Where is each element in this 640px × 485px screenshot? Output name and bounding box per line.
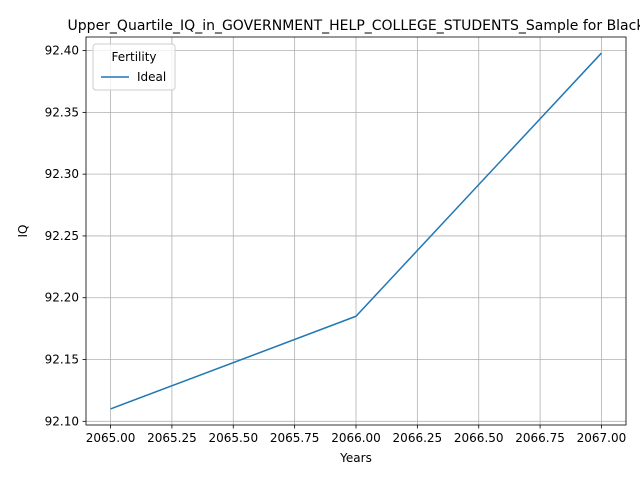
y-tick-label: 92.25 [45, 229, 79, 243]
x-tick-label: 2066.50 [454, 431, 504, 445]
x-tick-label: 2065.50 [208, 431, 258, 445]
x-tick-label: 2066.25 [393, 431, 443, 445]
y-tick-label: 92.40 [45, 44, 79, 58]
legend-box [92, 43, 176, 91]
y-tick-label: 92.15 [45, 353, 79, 367]
legend: Fertility Ideal [92, 43, 176, 91]
legend-title: Fertility [111, 50, 156, 64]
y-tick-label: 92.30 [45, 167, 79, 181]
x-tick-label: 2067.00 [577, 431, 627, 445]
y-tick-label: 92.20 [45, 291, 79, 305]
x-tick-label: 2065.75 [270, 431, 320, 445]
x-tick-label: 2066.75 [515, 431, 565, 445]
legend-items: Ideal [101, 70, 166, 84]
x-tick-label: 2066.00 [331, 431, 381, 445]
y-axis-label: IQ [16, 225, 30, 238]
x-axis-ticks: 2065.00 2065.25 2065.50 2065.75 2066.00 2066.… [86, 425, 627, 445]
x-tick-label: 2065.00 [86, 431, 136, 445]
x-tick-label: 2065.25 [147, 431, 197, 445]
series-line-ideal [110, 52, 602, 410]
series-layer [110, 52, 602, 410]
y-tick-label: 92.35 [45, 105, 79, 119]
legend-label: Ideal [137, 70, 166, 84]
chart-title: Upper_Quartile_IQ_in_GOVERNMENT_HELP_COL… [68, 18, 640, 34]
x-axis-label: Years [339, 451, 372, 465]
y-tick-label: 92.10 [45, 414, 79, 428]
grid [86, 37, 626, 425]
y-axis-ticks: 92.10 92.15 92.20 92.25 92.30 92.35 92.40 [45, 44, 86, 428]
